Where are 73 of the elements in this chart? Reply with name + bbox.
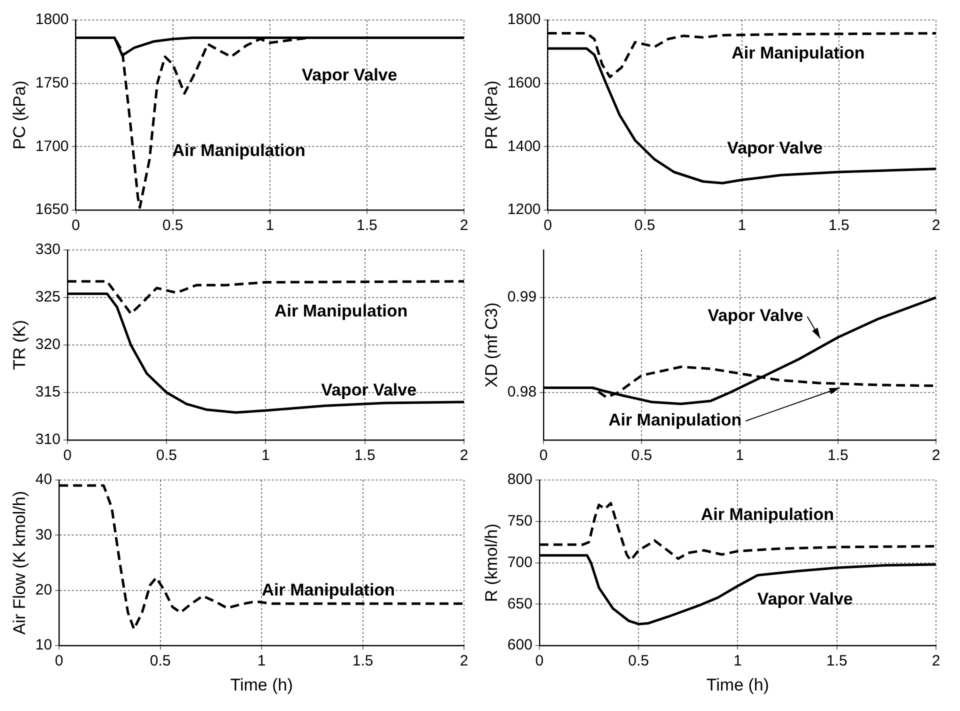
y-axis-title: Air Flow (K kmol/h) <box>10 491 29 635</box>
y-tick-label: 650 <box>507 595 532 612</box>
x-tick-label: 1 <box>738 217 746 234</box>
x-axis-title: Time (h) <box>706 675 770 694</box>
y-tick-label: 0.99 <box>507 288 537 306</box>
y-axis-title: R (kmol/h) <box>482 524 501 602</box>
x-tick-label: 1.5 <box>827 447 848 464</box>
y-tick-label: 0.98 <box>507 384 537 401</box>
x-tick-label: 0 <box>54 652 64 670</box>
x-tick-label: 0.5 <box>631 447 652 464</box>
series-label: Vapor Valve <box>302 65 398 84</box>
y-tick-label: 1800 <box>507 11 541 28</box>
x-tick-label: 2 <box>460 447 468 464</box>
y-tick-label: 325 <box>35 288 60 306</box>
x-tick-label: 2 <box>460 652 468 670</box>
series-label: Air Manipulation <box>732 43 865 62</box>
x-tick-label: 2 <box>932 447 940 464</box>
series-label: Air Manipulation <box>172 140 306 160</box>
x-tick-label: 1 <box>736 447 744 464</box>
series-label: Vapor Valve <box>727 138 823 158</box>
y-tick-label: 1800 <box>35 11 69 28</box>
x-tick-label: 0.5 <box>628 652 649 670</box>
y-tick-label: 1650 <box>35 201 69 218</box>
x-axis-title: Time (h) <box>230 675 293 694</box>
x-tick-label: 1 <box>266 217 274 234</box>
x-tick-label: 1.5 <box>356 217 378 234</box>
y-tick-label: 40 <box>35 471 52 488</box>
series-label: Air Manipulation <box>274 301 408 320</box>
x-tick-label: 1 <box>257 652 266 670</box>
x-tick-label: 0 <box>535 652 544 670</box>
y-axis-title: PR (kPa) <box>482 80 501 150</box>
series-label: Vapor Valve <box>321 380 417 400</box>
y-tick-label: 1200 <box>507 201 541 218</box>
y-tick-label: 800 <box>507 471 532 488</box>
legend-label: Vapor Valve <box>708 306 804 326</box>
y-tick-label: 1600 <box>507 74 541 92</box>
x-tick-label: 1.5 <box>828 217 850 234</box>
y-axis-title: TR (K) <box>10 320 29 370</box>
y-tick-label: 700 <box>507 554 532 571</box>
y-tick-label: 750 <box>507 512 532 530</box>
series-label: Air Manipulation <box>608 410 742 430</box>
x-tick-label: 0 <box>544 217 552 234</box>
y-tick-label: 315 <box>35 384 60 401</box>
y-tick-label: 20 <box>35 582 52 599</box>
x-tick-label: 0.5 <box>156 447 177 464</box>
x-tick-label: 2 <box>932 217 940 234</box>
x-tick-label: 0 <box>539 447 548 464</box>
x-tick-label: 0 <box>72 217 80 234</box>
y-tick-label: 320 <box>35 336 60 354</box>
y-tick-label: 1700 <box>35 138 69 155</box>
x-tick-label: 0.5 <box>634 217 656 234</box>
y-tick-label: 1750 <box>35 74 69 92</box>
y-tick-label: 310 <box>35 431 60 448</box>
y-tick-label: 10 <box>35 636 52 654</box>
series-label: Air Manipulation <box>700 504 834 524</box>
x-tick-label: 0.5 <box>150 652 171 670</box>
y-tick-label: 1400 <box>507 138 541 155</box>
y-axis-title: XD (mf C3) <box>482 302 501 388</box>
x-tick-label: 1.5 <box>354 447 376 464</box>
x-tick-label: 0.5 <box>162 217 184 234</box>
y-tick-label: 330 <box>35 241 60 258</box>
series-label: Vapor Valve <box>757 590 853 609</box>
x-tick-label: 1.5 <box>826 652 848 670</box>
x-tick-label: 1.5 <box>352 652 374 670</box>
x-tick-label: 1 <box>734 652 742 670</box>
x-tick-label: 0 <box>63 447 72 464</box>
y-axis-title: PC (kPa) <box>10 80 29 150</box>
y-tick-label: 30 <box>35 526 52 544</box>
x-tick-label: 1 <box>262 447 270 464</box>
x-tick-label: 2 <box>460 217 468 234</box>
x-tick-label: 2 <box>932 652 940 670</box>
y-tick-label: 600 <box>507 636 532 654</box>
series-label: Air Manipulation <box>262 580 395 600</box>
